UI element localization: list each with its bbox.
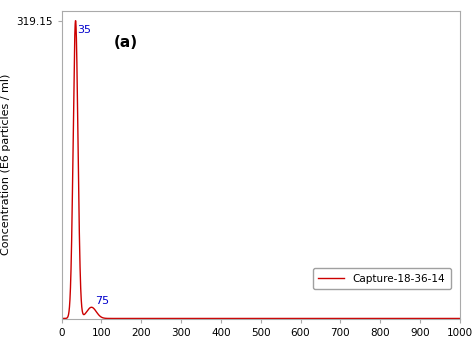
Capture-18-36-14	[132, 316, 138, 321]
Text: 75: 75	[95, 296, 109, 307]
Capture-18-36-14	[137, 316, 143, 321]
Y-axis label: Concentration (E6 particles / ml): Concentration (E6 particles / ml)	[0, 74, 10, 255]
Text: 35: 35	[77, 25, 91, 35]
Line: Capture-18-36-14: Capture-18-36-14	[62, 21, 460, 319]
Capture-18-36-14	[82, 311, 88, 315]
Capture-18-36-14	[73, 19, 78, 23]
Capture-18-36-14	[59, 316, 64, 321]
Legend: Capture-18-36-14: Capture-18-36-14	[313, 268, 451, 289]
Text: (a): (a)	[113, 35, 137, 50]
Capture-18-36-14	[457, 316, 463, 321]
Capture-18-36-14	[436, 316, 442, 321]
Capture-18-36-14	[254, 316, 259, 321]
Capture-18-36-14	[75, 150, 81, 155]
Capture-18-36-14	[61, 316, 66, 321]
